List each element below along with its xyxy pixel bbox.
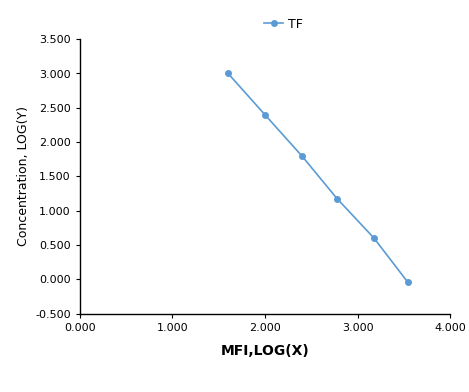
X-axis label: MFI,LOG(X): MFI,LOG(X)	[220, 344, 310, 358]
TF	[225, 71, 231, 76]
Y-axis label: Concentration, LOG(Y): Concentration, LOG(Y)	[16, 106, 30, 247]
TF	[405, 280, 411, 285]
TF	[262, 113, 268, 117]
TF	[299, 154, 305, 158]
TF	[371, 236, 377, 240]
Line: TF: TF	[225, 71, 411, 285]
TF	[334, 196, 340, 201]
Legend: TF: TF	[259, 13, 308, 36]
